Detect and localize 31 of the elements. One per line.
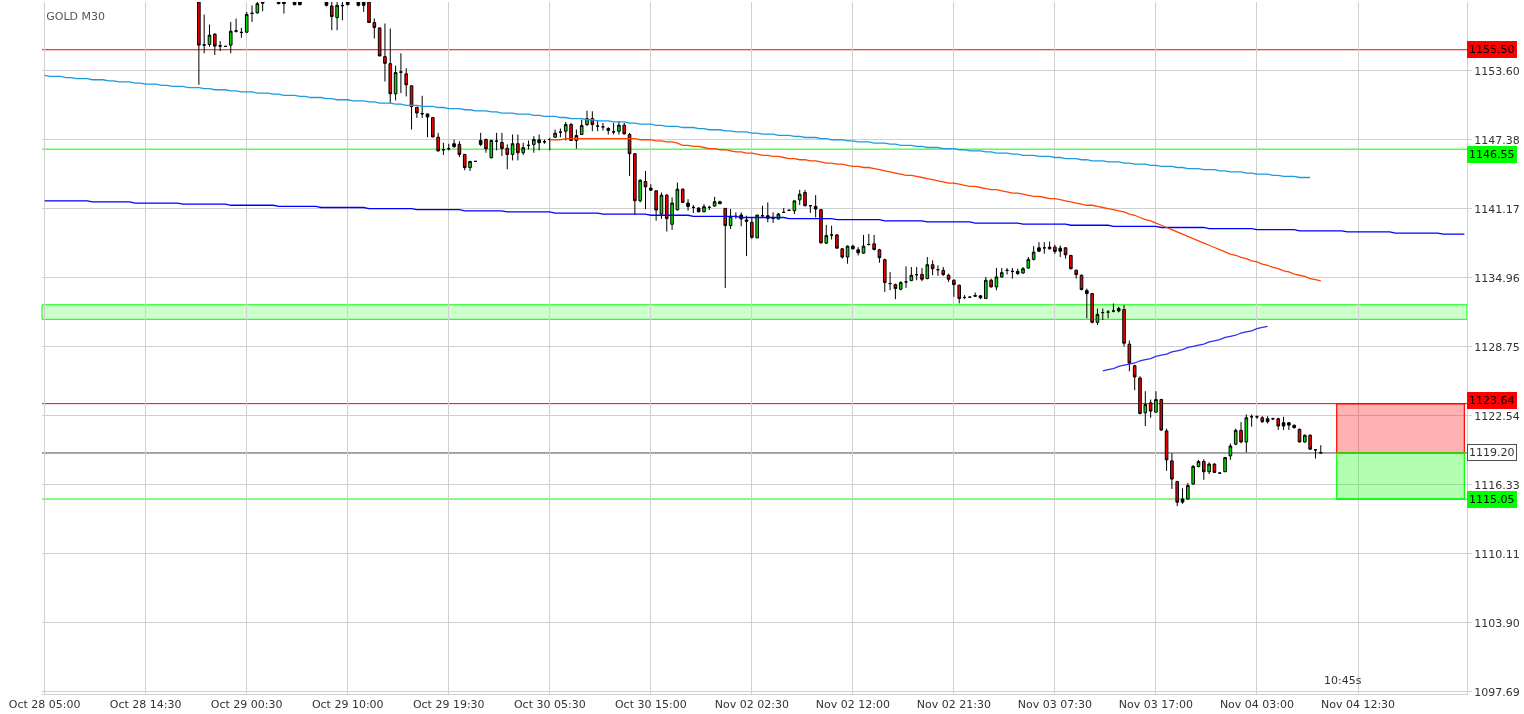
y-tick-label: 1128.75 xyxy=(1474,340,1520,354)
y-tick-label: 1103.90 xyxy=(1474,616,1520,630)
ref-line-label: 1155.50 xyxy=(1469,43,1515,56)
x-tick-label: Oct 30 15:00 xyxy=(614,698,687,712)
x-tick-label: Oct 29 10:00 xyxy=(311,698,384,712)
x-tick-label: Oct 29 19:30 xyxy=(412,698,485,712)
x-tick-label: Oct 28 05:00 xyxy=(8,698,81,712)
y-tick-label: 1153.60 xyxy=(1474,64,1520,78)
y-tick-label: 1116.33 xyxy=(1474,478,1520,492)
x-tick-label: Oct 28 14:30 xyxy=(109,698,182,712)
y-tick-label: 1147.38 xyxy=(1474,133,1520,147)
x-tick-label: Nov 02 12:00 xyxy=(815,698,890,712)
x-tick-label: Nov 02 21:30 xyxy=(916,698,991,712)
y-tick-label: 1141.17 xyxy=(1474,202,1520,216)
ref-line-label: 1115.05 xyxy=(1469,493,1515,506)
x-tick-label: Oct 30 05:30 xyxy=(513,698,586,712)
y-tick-label: 1097.69 xyxy=(1474,685,1520,699)
text: GOLD M30 xyxy=(46,10,106,24)
y-tick-label: 1110.11 xyxy=(1474,547,1520,561)
x-tick-label: Nov 02 02:30 xyxy=(714,698,789,712)
ref-line-label: 1146.55 xyxy=(1469,148,1515,161)
x-tick-label: Oct 29 00:30 xyxy=(210,698,283,712)
x-tick-label: Nov 04 12:30 xyxy=(1320,698,1396,712)
y-tick-label: 1122.54 xyxy=(1474,409,1520,423)
ref-line-label: 1119.20 xyxy=(1469,446,1515,459)
annotation: 10:45s xyxy=(1324,674,1362,687)
y-tick-label: 1134.96 xyxy=(1474,271,1520,285)
x-tick-label: Nov 04 03:00 xyxy=(1219,698,1295,712)
ref-line-label: 1123.64 xyxy=(1469,394,1515,407)
x-tick-label: Nov 03 07:30 xyxy=(1017,698,1093,712)
x-tick-label: Nov 03 17:00 xyxy=(1118,698,1194,712)
